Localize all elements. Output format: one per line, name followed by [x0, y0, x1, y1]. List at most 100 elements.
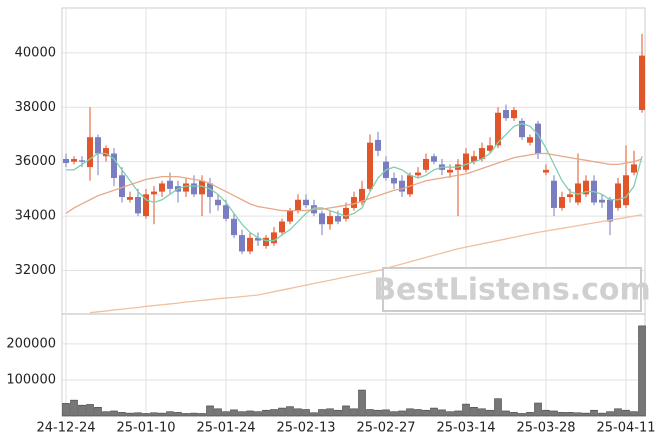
volume-bar — [486, 409, 494, 417]
candle-body — [431, 156, 437, 162]
x-tick-label: 25-03-28 — [516, 421, 575, 436]
x-tick-label: 25-01-24 — [196, 421, 255, 436]
candle-body — [367, 142, 373, 189]
candle-body — [239, 235, 245, 252]
grid — [62, 8, 645, 416]
candle-body — [247, 237, 253, 252]
volume-bar — [302, 409, 310, 417]
volume-bar — [638, 325, 646, 417]
x-tick-label: 24-12-24 — [36, 421, 95, 436]
volume-bar — [62, 403, 70, 417]
plot-frame — [61, 7, 646, 417]
candle-body — [527, 137, 533, 143]
candle-body — [623, 175, 629, 206]
y-tick-label: 34000 — [15, 209, 56, 224]
volume-bar — [94, 407, 102, 417]
candle-body — [63, 158, 69, 164]
volume-bar — [398, 410, 406, 417]
volume-bar — [182, 413, 190, 417]
candle-body — [287, 210, 293, 222]
candle-body — [279, 221, 285, 233]
candle-body — [199, 180, 205, 195]
candle-body — [447, 169, 453, 173]
volume-bar — [238, 411, 246, 417]
volume-bar — [566, 412, 574, 417]
volume-bar — [622, 409, 630, 417]
volume-bar — [502, 410, 510, 417]
candle-body — [639, 55, 645, 110]
volume-bar — [86, 404, 94, 417]
volume-bar — [342, 405, 350, 417]
candle-body — [119, 175, 125, 198]
x-tick-label: 25-01-10 — [116, 421, 175, 436]
candle-body — [183, 183, 189, 192]
candle-body — [415, 172, 421, 176]
candle-body — [599, 199, 605, 203]
volume-bar — [534, 402, 542, 417]
volume-bar — [334, 409, 342, 417]
y-tick-label: 100000 — [6, 372, 56, 387]
candle-body — [567, 194, 573, 198]
moving-average-line — [65, 152, 643, 214]
candle-body — [215, 199, 221, 206]
volume-bar — [102, 411, 110, 417]
candle-body — [359, 188, 365, 203]
candle-body — [127, 197, 133, 200]
volume-bar — [70, 399, 78, 417]
volume-bar — [166, 411, 174, 417]
volume-bar — [350, 408, 358, 417]
volume-bar — [422, 409, 430, 417]
volume-bar — [134, 412, 142, 417]
candle-body — [191, 183, 197, 195]
watermark-box — [382, 267, 642, 312]
volume-bar — [454, 410, 462, 417]
moving-average-line — [66, 122, 643, 242]
x-tick-label: 25-04-11 — [596, 421, 655, 436]
volume-bar — [246, 410, 254, 417]
candle-body — [535, 123, 541, 154]
volume-bar — [214, 408, 222, 417]
candle-body — [479, 148, 485, 159]
volume-bar — [494, 398, 502, 417]
volume-bar — [630, 411, 638, 417]
volume-bar — [286, 406, 294, 417]
volume-bar — [254, 411, 262, 417]
candle-body — [495, 112, 501, 146]
volume-bar — [406, 408, 414, 417]
volume-bar — [126, 412, 134, 417]
volume-bar — [590, 409, 598, 417]
volume-bar — [358, 389, 366, 417]
candle-body — [231, 218, 237, 236]
candle-body — [263, 237, 269, 246]
volume-bar — [230, 409, 238, 417]
x-tick-label: 25-02-13 — [276, 421, 335, 436]
candle-body — [319, 213, 325, 225]
candle-body — [159, 183, 165, 192]
candle-body — [111, 153, 117, 178]
candle-body — [351, 197, 357, 208]
watermark: BestListens.com — [373, 267, 651, 312]
volume-bar — [318, 409, 326, 417]
candle-body — [207, 183, 213, 198]
candle-body — [615, 183, 621, 208]
candle-body — [391, 178, 397, 184]
volume-bar — [294, 408, 302, 417]
volume-bar — [150, 412, 158, 417]
volume-bar — [118, 412, 126, 417]
candle-body — [343, 207, 349, 219]
candle-body — [223, 205, 229, 219]
y-tick-label: 32000 — [15, 263, 56, 278]
candle-body — [511, 110, 517, 119]
candle-body — [399, 180, 405, 192]
candle-body — [463, 153, 469, 170]
candle-body — [135, 197, 141, 214]
candle-body — [167, 180, 173, 189]
candle-body — [575, 183, 581, 203]
volume-bar — [614, 408, 622, 417]
volume-bar — [542, 409, 550, 417]
volume-bar — [366, 409, 374, 417]
candle-body — [559, 197, 565, 208]
moving-average-line — [89, 214, 643, 314]
y-tick-label: 40000 — [15, 45, 56, 60]
candle-body — [255, 237, 261, 241]
